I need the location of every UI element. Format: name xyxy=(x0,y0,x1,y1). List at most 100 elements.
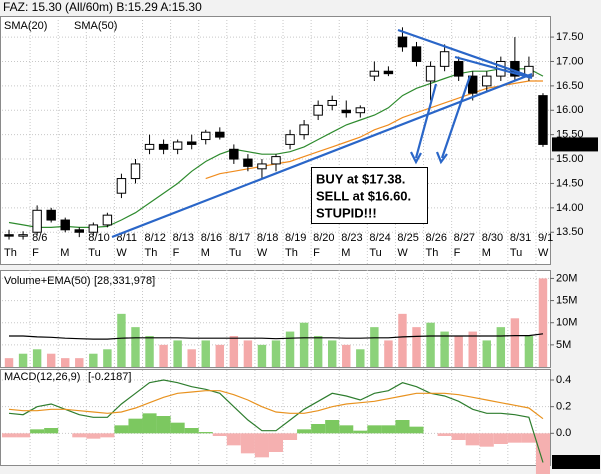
histogram-bar xyxy=(30,429,45,434)
histogram-bar xyxy=(367,425,382,434)
histogram-bar xyxy=(465,433,480,446)
series-line xyxy=(8,390,544,420)
volume-bar xyxy=(342,344,351,367)
histogram-bar xyxy=(100,433,115,438)
candle-body xyxy=(327,100,337,106)
weekday-label: Tu xyxy=(88,247,100,259)
annotation-box xyxy=(311,167,428,224)
weekday-label: W xyxy=(257,247,268,259)
candle-body xyxy=(299,124,309,136)
plot: 13.5014.0014.5015.0015.5016.0016.5017.00… xyxy=(2,20,600,474)
histogram-bar xyxy=(142,413,157,434)
y-tick-label: 14.00 xyxy=(556,202,584,214)
volume-bar xyxy=(440,331,449,367)
candle-body xyxy=(243,158,253,167)
volume-bar xyxy=(103,349,112,367)
y-tick-label: 0.0 xyxy=(556,427,571,439)
arrow-head xyxy=(435,151,448,165)
histogram-bar xyxy=(114,425,129,434)
volume-bar xyxy=(271,340,281,367)
macd-subtitle: [-0.2187] xyxy=(88,371,131,383)
weekday-label: Tu xyxy=(229,247,241,259)
candle-body xyxy=(144,143,155,150)
histogram-bar xyxy=(156,416,171,434)
weekday-label: F xyxy=(454,247,461,259)
macd-title: MACD(12,26,9) xyxy=(4,371,80,383)
y-tick-label: 15.00 xyxy=(556,153,584,165)
y-tick-label: 14.50 xyxy=(556,177,584,189)
histogram-bar xyxy=(268,433,284,452)
price-tag xyxy=(552,137,598,152)
x-tick-label: 8/30 xyxy=(482,232,503,244)
candle-body xyxy=(18,234,28,237)
x-tick-label: 8/17 xyxy=(229,232,250,244)
histogram-bar xyxy=(283,433,298,440)
y-tick-label: 17.50 xyxy=(556,31,584,43)
x-tick-label: 9/1 xyxy=(538,232,553,244)
x-tick-label: 8/20 xyxy=(313,232,334,244)
y-tick-label: 0.4 xyxy=(556,374,571,386)
x-tick-label: 8/23 xyxy=(341,232,362,244)
annotation: SELL at $16.60. xyxy=(316,188,411,203)
y-tick-label: 13.50 xyxy=(556,226,584,238)
legend-entry: SMA(50) xyxy=(74,20,117,32)
weekday-label: F xyxy=(173,247,180,259)
candle-body xyxy=(271,156,281,165)
volume-bar xyxy=(356,349,365,367)
histogram-bar xyxy=(507,433,522,443)
volume-bar xyxy=(468,331,477,367)
candle-body xyxy=(285,134,295,145)
histogram-bar xyxy=(395,420,410,434)
candle-body xyxy=(482,75,492,87)
volume-bar xyxy=(18,353,28,367)
histogram-bar xyxy=(353,430,368,434)
histogram-bar xyxy=(381,425,396,434)
candle-body xyxy=(313,104,323,116)
histogram-bar xyxy=(170,422,185,434)
histogram-bar xyxy=(212,433,227,436)
y-tick-label: 16.00 xyxy=(556,104,584,116)
weekday-label: Th xyxy=(145,247,158,259)
x-tick-label: 8/6 xyxy=(32,232,47,244)
candle-body xyxy=(60,219,70,231)
candle-body xyxy=(383,70,394,75)
volume-bar xyxy=(201,340,210,367)
histogram-bar xyxy=(297,429,312,434)
volume-bar xyxy=(229,336,239,367)
candle-body xyxy=(257,163,267,170)
weekday-label: Th xyxy=(426,247,439,259)
candle-body xyxy=(201,131,211,141)
weekday-label: W xyxy=(397,247,408,259)
value-tag xyxy=(552,455,600,469)
volume-bar xyxy=(454,336,463,367)
arrow-head xyxy=(410,151,422,165)
candle-body xyxy=(229,148,239,160)
x-tick-label: 8/25 xyxy=(397,232,418,244)
volume-bar xyxy=(482,340,491,367)
candle-body xyxy=(158,143,169,150)
candle-body xyxy=(538,95,548,145)
volume-bar xyxy=(215,344,225,367)
volume-subtitle: [28,331,978] xyxy=(94,275,155,287)
volume-bar xyxy=(131,327,140,367)
histogram-bar xyxy=(44,428,59,434)
annotation: BUY at $17.38. xyxy=(316,171,405,186)
trend-line xyxy=(397,28,533,79)
candle-body xyxy=(369,70,380,77)
candle-body xyxy=(341,109,351,114)
y-tick-label: 17.00 xyxy=(556,55,584,67)
candle-body xyxy=(453,60,464,77)
series-line xyxy=(8,379,544,463)
volume-bar xyxy=(32,349,42,367)
weekday-label: Th xyxy=(285,247,298,259)
x-tick-label: 8/16 xyxy=(201,232,222,244)
volume-bar xyxy=(524,336,534,367)
weekday-label: M xyxy=(341,247,350,259)
histogram-bar xyxy=(339,425,354,434)
y-tick-label: 16.50 xyxy=(556,80,584,92)
volume-bar xyxy=(285,331,295,367)
volume-bar xyxy=(89,353,98,367)
volume-bar xyxy=(426,322,435,367)
weekday-label: M xyxy=(201,247,210,259)
